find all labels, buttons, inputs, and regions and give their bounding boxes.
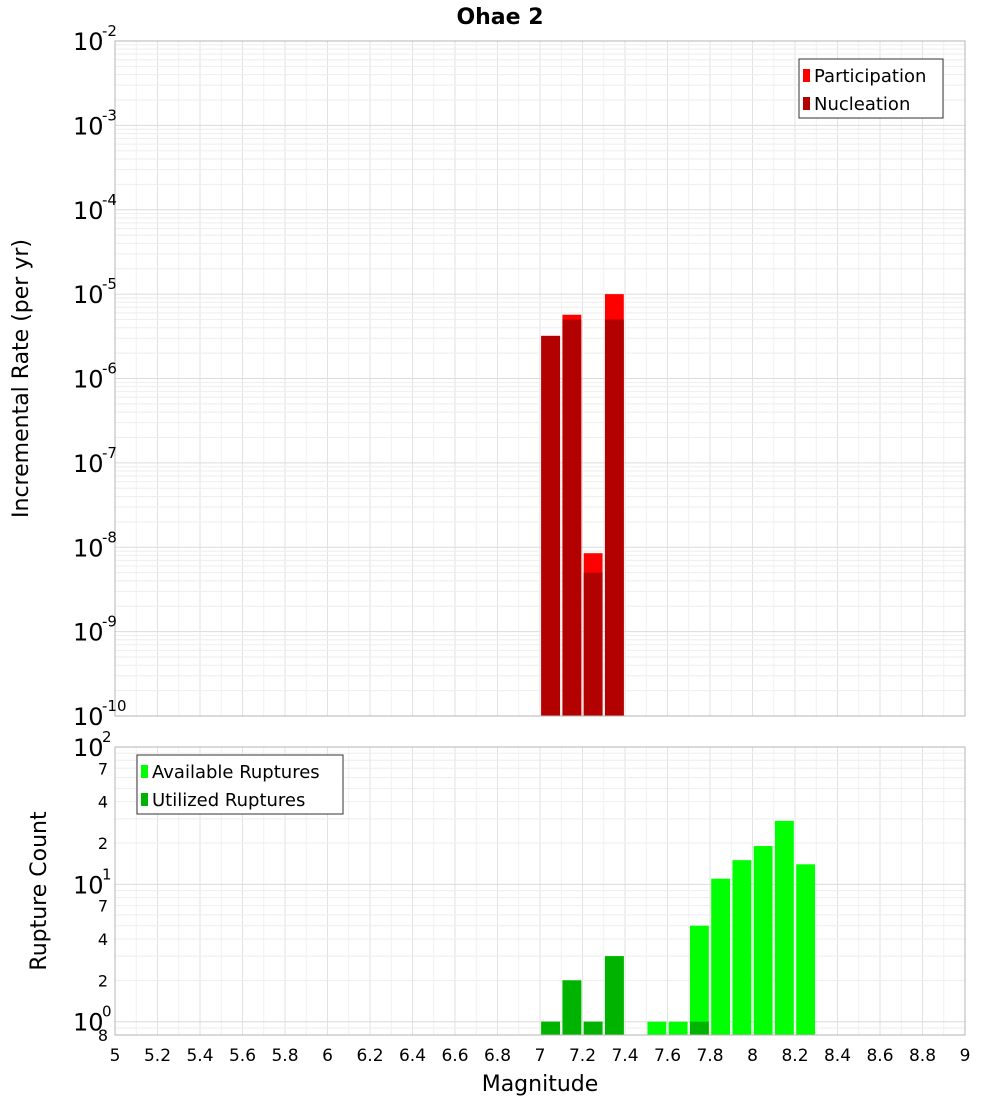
x-tick-label: 8.8 [909,1046,936,1066]
x-tick-label: 6.6 [441,1046,468,1066]
legend-label: Utilized Ruptures [152,790,305,811]
y-tick-label: 7 [98,759,108,778]
bar-nucleation [541,335,561,716]
bar-utilized-ruptures [689,1021,709,1035]
y-tick-label: 7 [98,897,108,916]
bar-utilized-ruptures [562,980,582,1035]
x-tick-label: 9 [960,1046,971,1066]
x-tick-label: 8.6 [866,1046,893,1066]
legend-label: Participation [814,66,926,87]
legend-label: Nucleation [814,94,910,115]
x-tick-label: 7.6 [654,1046,681,1066]
bar-available-ruptures [774,820,794,1035]
x-tick-label: 8.2 [781,1046,808,1066]
legend-swatch [141,765,148,778]
y-tick-label: 2 [98,971,108,990]
y-tick-label: 8 [98,1026,108,1045]
x-tick-label: 8.4 [824,1046,851,1066]
legend-box [798,58,944,119]
y-tick-exponent: -2 [102,22,117,40]
y-tick-label: 10 [73,28,104,56]
y-tick-label: 10 [73,281,104,309]
y-tick-label: 10 [73,703,104,731]
rate-panel: Ohae 210-210-310-410-510-610-710-810-910… [9,5,966,731]
y-tick-label: 4 [98,793,108,812]
x-tick-label: 6.4 [399,1046,426,1066]
x-tick-label: 5.6 [229,1046,256,1066]
x-tick-label: 5 [110,1046,121,1066]
bar-available-ruptures [689,925,709,1035]
bar-available-ruptures [753,846,773,1035]
bar-utilized-ruptures [583,1021,603,1035]
x-tick-label: 8 [747,1046,758,1066]
x-axis-label: Magnitude [482,1072,599,1097]
y-tick-exponent: -3 [102,106,117,124]
legend-swatch [141,793,148,806]
chart-title: Ohae 2 [456,5,543,30]
legend-swatch [803,97,810,110]
y-tick-exponent: 2 [102,728,112,746]
y-tick-label: 2 [98,834,108,853]
bar-nucleation [604,319,624,716]
y-tick-label: 10 [73,1009,104,1037]
y-tick-label: 10 [73,450,104,478]
x-tick-label: 5.8 [271,1046,298,1066]
y-tick-exponent: -4 [102,191,117,209]
bar-available-ruptures [711,878,731,1035]
y-tick-exponent: 1 [102,865,112,883]
y-tick-exponent: -8 [102,528,117,546]
bar-available-ruptures [647,1021,667,1035]
bar-nucleation [562,319,582,716]
legend-label: Available Ruptures [152,762,320,783]
plot-frame [114,40,966,717]
y-tick-label: 10 [73,534,104,562]
y-tick-exponent: -10 [102,697,127,715]
x-tick-label: 7 [535,1046,546,1066]
y-tick-exponent: 0 [102,1003,112,1021]
x-tick-label: 6.8 [484,1046,511,1066]
bar-utilized-ruptures [604,956,624,1035]
bar-available-ruptures [732,860,752,1035]
x-tick-label: 5.4 [186,1046,213,1066]
y-tick-label: 10 [73,112,104,140]
y-tick-label: 10 [73,619,104,647]
y-tick-label: 10 [73,871,104,899]
x-tick-label: 7.2 [569,1046,596,1066]
bar-available-ruptures [668,1021,688,1035]
y-tick-label: 4 [98,930,108,949]
y-tick-exponent: -9 [102,613,117,631]
y-tick-exponent: -6 [102,360,117,378]
bar-available-ruptures [796,864,816,1035]
bar-utilized-ruptures [541,1021,561,1035]
x-tick-label: 6 [322,1046,333,1066]
x-tick-label: 7.4 [611,1046,638,1066]
x-tick-label: 6.2 [356,1046,383,1066]
x-tick-label: 5.2 [144,1046,171,1066]
bar-nucleation [583,572,603,716]
y-tick-label: 10 [73,197,104,225]
y-tick-exponent: -7 [102,444,117,462]
y-tick-exponent: -5 [102,275,117,293]
plot-frame [114,746,966,1036]
y-axis-label: Rupture Count [27,811,52,971]
y-tick-label: 10 [73,366,104,394]
legend-box [136,754,344,815]
x-tick-label: 7.8 [696,1046,723,1066]
y-tick-label: 10 [73,734,104,762]
legend-swatch [803,69,810,82]
y-axis-label: Incremental Rate (per yr) [9,239,34,518]
